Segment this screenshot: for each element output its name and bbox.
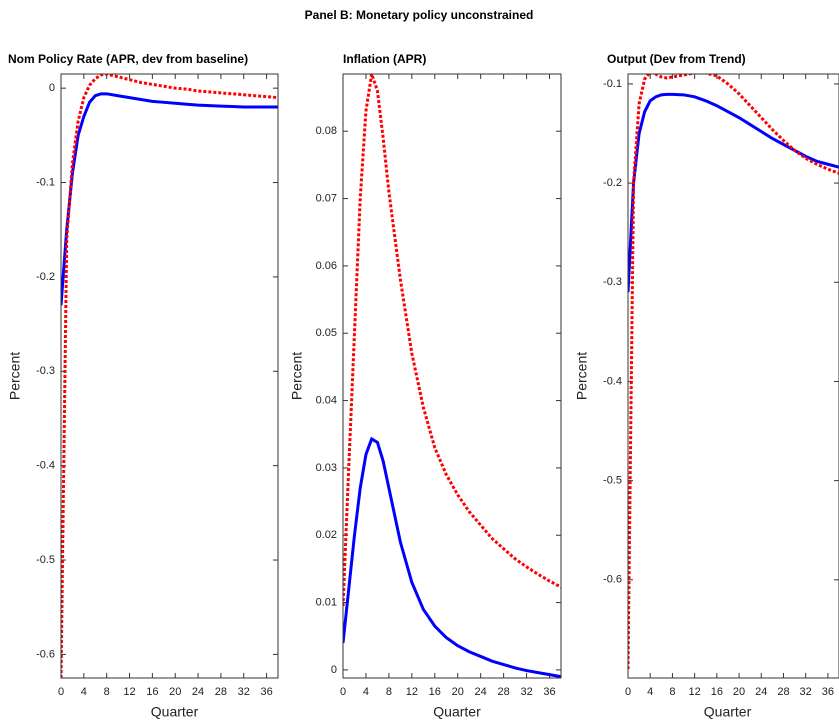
x-tick-label: 4 [647,686,653,698]
series-line [343,74,561,607]
series-line [628,92,839,293]
x-tick-label: 36 [260,686,272,698]
y-tick-label: -0.2 [603,177,622,189]
y-tick-label: 0.01 [316,596,337,608]
y-tick-label: -0.5 [36,554,55,566]
y-tick-label: -0.3 [603,276,622,288]
x-tick-label: 20 [452,686,464,698]
x-tick-label: 32 [520,686,532,698]
y-tick-label: -0.1 [36,176,55,188]
x-tick-label: 8 [104,686,110,698]
chart-title: Output (Dev from Trend) [607,52,746,66]
chart-title: Inflation (APR) [343,52,426,66]
y-tick-label: 0.08 [316,125,337,137]
x-tick-label: 0 [340,686,346,698]
x-tick-label: 16 [146,686,158,698]
x-tick-label: 32 [238,686,250,698]
y-tick-label: -0.5 [603,475,622,487]
axes-frame [60,73,279,679]
x-axis-label: Quarter [433,704,481,720]
y-tick-label: 0.07 [316,192,337,204]
x-tick-label: 36 [822,686,834,698]
x-tick-label: 0 [58,686,64,698]
y-axis-label: Percent [7,352,23,400]
series-line [61,74,278,678]
y-tick-label: -0.4 [36,460,55,472]
y-tick-label: 0.06 [316,260,337,272]
series-line [61,92,278,306]
y-axis-label: Percent [289,352,305,400]
x-tick-label: 12 [689,686,701,698]
x-tick-label: 28 [777,686,789,698]
x-tick-label: 24 [475,686,487,698]
x-tick-label: 24 [192,686,204,698]
x-tick-label: 12 [406,686,418,698]
axes-frame [342,73,562,679]
x-tick-label: 36 [543,686,555,698]
y-tick-label: -0.6 [36,648,55,660]
series-line [628,74,839,670]
figure-title: Panel B: Monetary policy unconstrained [305,8,534,22]
x-tick-label: 0 [625,686,631,698]
y-tick-label: -0.6 [603,574,622,586]
x-tick-label: 12 [123,686,135,698]
y-tick-label: 0 [49,82,55,94]
x-tick-label: 16 [711,686,723,698]
y-tick-label: 0.03 [316,462,337,474]
y-axis-label: Percent [574,352,590,400]
y-tick-label: 0.05 [316,327,337,339]
x-tick-label: 8 [386,686,392,698]
x-axis-label: Quarter [151,704,199,720]
x-tick-label: 20 [733,686,745,698]
y-tick-label: 0.04 [316,394,337,406]
x-tick-label: 28 [498,686,510,698]
x-tick-label: 32 [800,686,812,698]
y-tick-label: -0.2 [36,271,55,283]
y-tick-label: -0.1 [603,78,622,90]
series-line [343,436,561,678]
y-tick-label: -0.4 [603,375,622,387]
x-tick-label: 16 [429,686,441,698]
x-tick-label: 24 [755,686,767,698]
y-tick-label: 0.02 [316,529,337,541]
y-tick-label: 0 [331,664,337,676]
x-tick-label: 4 [363,686,369,698]
x-axis-label: Quarter [704,704,752,720]
x-tick-label: 4 [81,686,87,698]
y-tick-label: -0.3 [36,365,55,377]
chart-title: Nom Policy Rate (APR, dev from baseline) [8,52,248,66]
x-tick-label: 28 [215,686,227,698]
x-tick-label: 8 [669,686,675,698]
axes-frame [627,73,839,679]
x-tick-label: 20 [169,686,181,698]
